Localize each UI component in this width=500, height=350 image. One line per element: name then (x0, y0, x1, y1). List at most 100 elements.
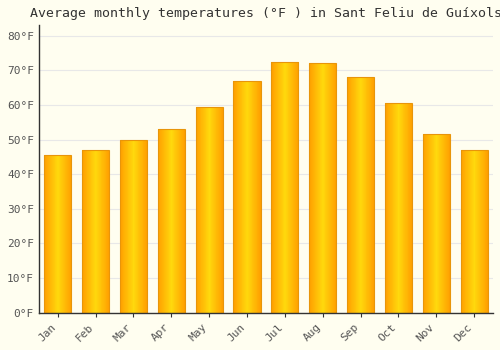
Bar (252, 80, 253, 313)
Bar (175, 129, 176, 313)
Bar (108, 150, 109, 313)
Bar (197, 107, 198, 313)
Bar (99, 150, 100, 313)
Bar (426, 134, 427, 313)
Bar (236, 80, 237, 313)
Bar (446, 134, 447, 313)
Bar (316, 63, 317, 313)
Bar (399, 103, 400, 313)
Bar (440, 134, 441, 313)
Bar (349, 77, 350, 313)
Bar (323, 63, 324, 313)
Bar (58, 155, 59, 313)
Bar (128, 140, 129, 313)
Bar (436, 134, 438, 313)
Bar (243, 80, 244, 313)
Bar (282, 62, 283, 313)
Bar (101, 150, 102, 313)
Bar (245, 80, 246, 313)
Bar (121, 140, 122, 313)
Bar (66, 155, 67, 313)
Bar (92, 150, 93, 313)
Bar (447, 134, 448, 313)
Bar (105, 150, 106, 313)
Title: Average monthly temperatures (°F ) in Sant Feliu de Guíxols: Average monthly temperatures (°F ) in Sa… (30, 7, 500, 20)
Bar (126, 140, 127, 313)
Bar (200, 107, 201, 313)
Bar (396, 103, 397, 313)
Bar (479, 150, 480, 313)
Bar (198, 107, 199, 313)
Bar (218, 107, 219, 313)
Bar (442, 134, 443, 313)
Bar (386, 103, 387, 313)
Bar (162, 129, 163, 313)
Bar (461, 150, 462, 313)
Bar (140, 140, 141, 313)
Bar (422, 134, 423, 313)
Bar (130, 140, 131, 313)
Bar (234, 80, 236, 313)
Bar (46, 155, 47, 313)
Bar (158, 129, 159, 313)
Bar (84, 150, 85, 313)
Bar (324, 63, 325, 313)
Bar (368, 77, 370, 313)
Bar (169, 129, 170, 313)
Bar (251, 80, 252, 313)
Bar (104, 150, 105, 313)
Bar (423, 134, 424, 313)
Bar (466, 150, 467, 313)
Bar (357, 77, 358, 313)
Bar (429, 134, 430, 313)
Bar (354, 77, 355, 313)
Bar (401, 103, 402, 313)
Bar (207, 107, 208, 313)
Bar (55, 155, 56, 313)
Bar (441, 134, 442, 313)
Bar (123, 140, 124, 313)
Bar (134, 140, 135, 313)
Bar (290, 62, 291, 313)
Bar (369, 77, 370, 313)
Bar (296, 62, 297, 313)
Bar (107, 150, 108, 313)
Bar (400, 103, 401, 313)
Bar (60, 155, 61, 313)
Bar (287, 62, 288, 313)
Bar (387, 103, 388, 313)
Bar (180, 129, 181, 313)
Bar (400, 103, 401, 313)
Bar (410, 103, 411, 313)
Bar (220, 107, 221, 313)
Bar (388, 103, 389, 313)
Bar (132, 140, 133, 313)
Bar (173, 129, 174, 313)
Bar (291, 62, 292, 313)
Bar (234, 80, 235, 313)
Bar (129, 140, 130, 313)
Bar (120, 140, 147, 313)
Bar (203, 107, 204, 313)
Bar (68, 155, 69, 313)
Bar (329, 63, 330, 313)
Bar (213, 107, 214, 313)
Bar (483, 150, 484, 313)
Bar (44, 155, 45, 313)
Bar (463, 150, 464, 313)
Bar (292, 62, 293, 313)
Bar (127, 140, 128, 313)
Bar (348, 77, 349, 313)
Bar (208, 107, 209, 313)
Bar (50, 155, 51, 313)
Bar (45, 155, 46, 313)
Bar (474, 150, 475, 313)
Bar (247, 80, 248, 313)
Bar (446, 134, 448, 313)
Bar (85, 150, 86, 313)
Bar (403, 103, 404, 313)
Bar (159, 129, 160, 313)
Bar (422, 134, 450, 313)
Bar (363, 77, 364, 313)
Bar (395, 103, 396, 313)
